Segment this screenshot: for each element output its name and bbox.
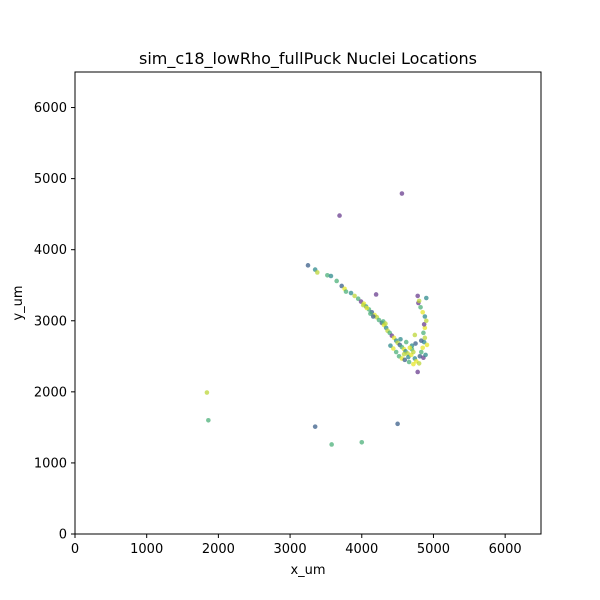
- nucleus-point: [422, 335, 428, 341]
- nucleus-point: [337, 213, 342, 218]
- nucleus-point: [418, 304, 423, 310]
- nucleus-point: [424, 342, 430, 348]
- nucleus-point: [359, 440, 365, 445]
- nucleus-point: [329, 442, 334, 447]
- nucleus-point: [383, 321, 388, 326]
- nucleus-point: [420, 345, 426, 351]
- nucleus-point: [388, 343, 393, 348]
- nucleus-point: [415, 369, 420, 375]
- nucleus-point: [334, 278, 339, 284]
- nucleus-point: [305, 263, 311, 268]
- nucleus-point: [352, 293, 357, 299]
- nucleus-point: [325, 272, 330, 278]
- nucleus-point: [407, 345, 413, 351]
- x-tick-label: 5000: [417, 542, 450, 557]
- nucleus-point: [343, 289, 349, 294]
- nucleus-point: [405, 351, 410, 356]
- points-layer: [204, 191, 430, 447]
- nucleus-point: [355, 296, 361, 302]
- y-tick-label: 3000: [34, 314, 67, 329]
- nucleus-point: [376, 317, 382, 323]
- nucleus-point: [206, 417, 211, 423]
- y-axis-label: y_um: [11, 285, 26, 320]
- nucleus-point: [402, 357, 408, 363]
- nucleus-point: [412, 332, 418, 338]
- x-axis: 0 1000 2000 3000 4000 5000 6000: [71, 534, 522, 557]
- y-tick-label: 0: [59, 528, 67, 543]
- x-tick-label: 4000: [345, 542, 378, 557]
- nucleus-point: [421, 322, 427, 327]
- nucleus-point: [399, 191, 405, 196]
- nucleus-point: [406, 359, 412, 365]
- nucleus-point: [422, 314, 428, 319]
- x-tick-label: 6000: [489, 542, 522, 557]
- nucleus-point: [204, 390, 210, 395]
- x-tick-label: 3000: [274, 542, 307, 557]
- nucleus-point: [360, 302, 366, 308]
- chart-title: sim_c18_lowRho_fullPuck Nuclei Locations: [139, 49, 477, 69]
- y-tick-label: 2000: [34, 385, 67, 400]
- nucleus-point: [328, 273, 334, 279]
- nucleus-point: [421, 330, 426, 336]
- nucleus-point: [422, 325, 428, 331]
- nucleus-point: [401, 351, 407, 357]
- nucleus-point: [423, 295, 429, 301]
- x-tick-label: 1000: [130, 542, 163, 557]
- nucleus-point: [418, 338, 424, 343]
- nucleus-point: [312, 424, 318, 429]
- nucleus-point: [393, 349, 399, 355]
- nucleus-point: [417, 354, 423, 359]
- nucleus-point: [348, 290, 354, 296]
- nucleus-point: [391, 346, 396, 351]
- nucleus-point: [413, 341, 418, 346]
- nucleus-point: [315, 270, 320, 275]
- nucleus-point: [415, 293, 420, 299]
- nucleus-point: [423, 352, 428, 358]
- nucleus-point: [339, 283, 344, 289]
- nucleus-point: [398, 336, 403, 342]
- nucleus-point: [364, 305, 370, 311]
- y-tick-label: 5000: [34, 172, 67, 187]
- x-axis-label: x_um: [290, 563, 325, 578]
- plot-frame: [74, 71, 542, 535]
- nucleus-point: [403, 339, 409, 345]
- nucleus-point: [411, 349, 416, 355]
- x-tick-label: 2000: [202, 542, 235, 557]
- y-axis: 0 1000 2000 3000 4000 5000 6000: [34, 101, 75, 543]
- y-tick-label: 1000: [34, 456, 67, 471]
- nucleus-point: [395, 421, 400, 427]
- y-tick-label: 4000: [34, 243, 67, 258]
- nucleus-point: [373, 292, 379, 297]
- nucleus-point: [368, 311, 373, 316]
- nucleus-point: [370, 314, 376, 319]
- nucleus-point: [423, 318, 429, 324]
- nucleus-point: [416, 298, 422, 304]
- nucleus-point: [418, 349, 424, 355]
- nucleus-point: [420, 309, 426, 315]
- nucleus-point: [411, 361, 416, 367]
- x-tick-label: 0: [71, 542, 79, 557]
- y-tick-label: 6000: [34, 101, 67, 116]
- nucleus-point: [416, 361, 422, 366]
